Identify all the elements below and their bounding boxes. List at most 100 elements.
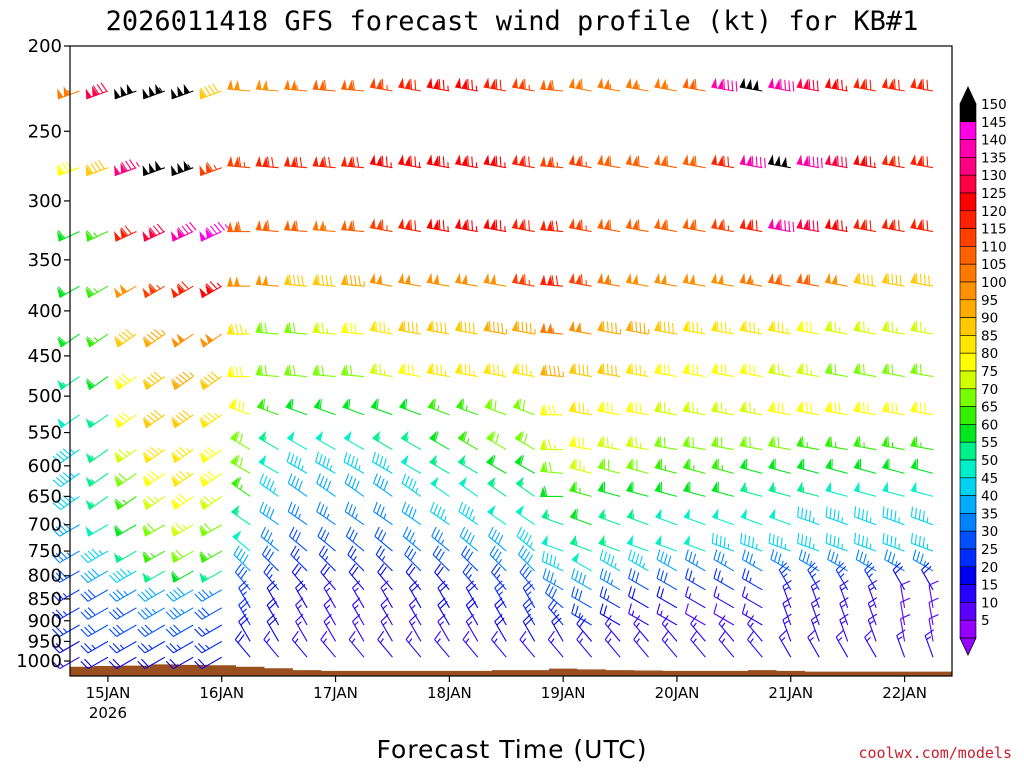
wind-barb [142, 328, 166, 348]
wind-barb [199, 333, 223, 348]
y-tick-label: 200 [28, 36, 62, 57]
wind-barb [910, 363, 934, 378]
wind-barb [483, 320, 508, 335]
wind-barb [317, 526, 336, 552]
wind-barb [718, 630, 735, 658]
colorbar-swatch [959, 174, 977, 194]
wind-barb [568, 154, 592, 169]
wind-barb [238, 613, 251, 642]
wind-barb [142, 550, 166, 564]
wind-barb [810, 597, 821, 626]
wind-barb [295, 613, 308, 642]
colorbar-swatch [959, 602, 977, 621]
wind-barb [199, 412, 223, 429]
y-tick-label: 950 [28, 631, 62, 652]
colorbar-label: 50 [981, 453, 998, 469]
colorbar-swatch [959, 388, 977, 407]
wind-barb [633, 630, 649, 658]
wind-barb [739, 363, 763, 378]
colorbar-label: 15 [981, 578, 998, 594]
colorbar-swatch [959, 495, 977, 514]
wind-barb [142, 522, 166, 537]
wind-barb [199, 281, 223, 299]
wind-barb [684, 603, 706, 626]
wind-barb [910, 506, 934, 526]
wind-barb [284, 219, 308, 233]
wind-barb [881, 218, 905, 233]
colorbar-label: 20 [981, 560, 998, 576]
wind-barb [228, 398, 251, 416]
wind-barb [796, 218, 820, 233]
wind-barb [682, 436, 706, 451]
wind-barb [227, 221, 251, 233]
wind-barb [598, 508, 621, 526]
colorbar-swatch [959, 192, 977, 212]
y-tick-label: 350 [28, 250, 62, 271]
wind-barb [170, 549, 194, 564]
wind-barb [108, 589, 137, 602]
wind-barb [114, 524, 137, 537]
wind-barb [516, 526, 536, 552]
wind-barb [896, 629, 906, 658]
wind-barb [348, 630, 365, 658]
wind-barb [796, 154, 823, 169]
wind-barb [229, 430, 251, 451]
colorbar-swatch [959, 263, 977, 283]
wind-barb [881, 363, 905, 378]
wind-barb [344, 501, 365, 526]
wind-barb [380, 613, 393, 642]
wind-barb [114, 83, 137, 100]
wind-barb [343, 430, 365, 451]
wind-barb [625, 401, 649, 416]
wind-barb [571, 552, 592, 572]
wind-barb [312, 274, 336, 287]
wind-barb [514, 454, 535, 474]
wind-barb [343, 451, 365, 474]
wind-barb [798, 549, 820, 572]
wind-barb [494, 597, 507, 626]
wind-barb [683, 508, 706, 526]
colorbar-label: 35 [981, 506, 998, 522]
colorbar-swatch [959, 619, 977, 639]
wind-barb [318, 545, 336, 572]
wind-barb [170, 221, 197, 242]
wind-barb [768, 458, 791, 474]
wind-barb [255, 322, 279, 335]
wind-barb [597, 218, 621, 233]
wind-barb [796, 401, 820, 416]
colorbar-label: 45 [981, 471, 998, 487]
wind-barb [114, 495, 137, 511]
wind-barb [171, 493, 194, 511]
wind-barb [370, 398, 393, 416]
wind-barb [312, 322, 336, 335]
wind-barb [266, 597, 280, 626]
wind-barb [85, 333, 109, 348]
wind-barb [683, 458, 706, 474]
wind-barb [227, 155, 251, 169]
y-tick-label: 700 [28, 515, 62, 536]
wind-barb [599, 603, 621, 626]
wind-barb [194, 640, 223, 654]
wind-barb [540, 364, 565, 378]
wind-barb [108, 640, 137, 654]
wind-barb [108, 656, 137, 670]
wind-barb [882, 532, 905, 552]
wind-barb [741, 586, 763, 609]
wind-barb [430, 476, 450, 497]
wind-barb [690, 615, 706, 642]
wind-barb [142, 470, 166, 488]
wind-barb [142, 223, 166, 242]
wind-barb [882, 481, 905, 497]
wind-barb [261, 545, 280, 572]
wind-barb [57, 86, 80, 100]
colorbar-swatch [959, 566, 977, 585]
y-tick-label: 400 [28, 301, 62, 322]
wind-barb [57, 230, 80, 242]
wind-barb [540, 155, 564, 169]
wind-barb [778, 562, 792, 591]
wind-barb [711, 272, 734, 287]
wind-barb [455, 218, 478, 233]
wind-barb [238, 580, 251, 609]
wind-barb [369, 363, 393, 378]
wind-barb [114, 472, 137, 488]
